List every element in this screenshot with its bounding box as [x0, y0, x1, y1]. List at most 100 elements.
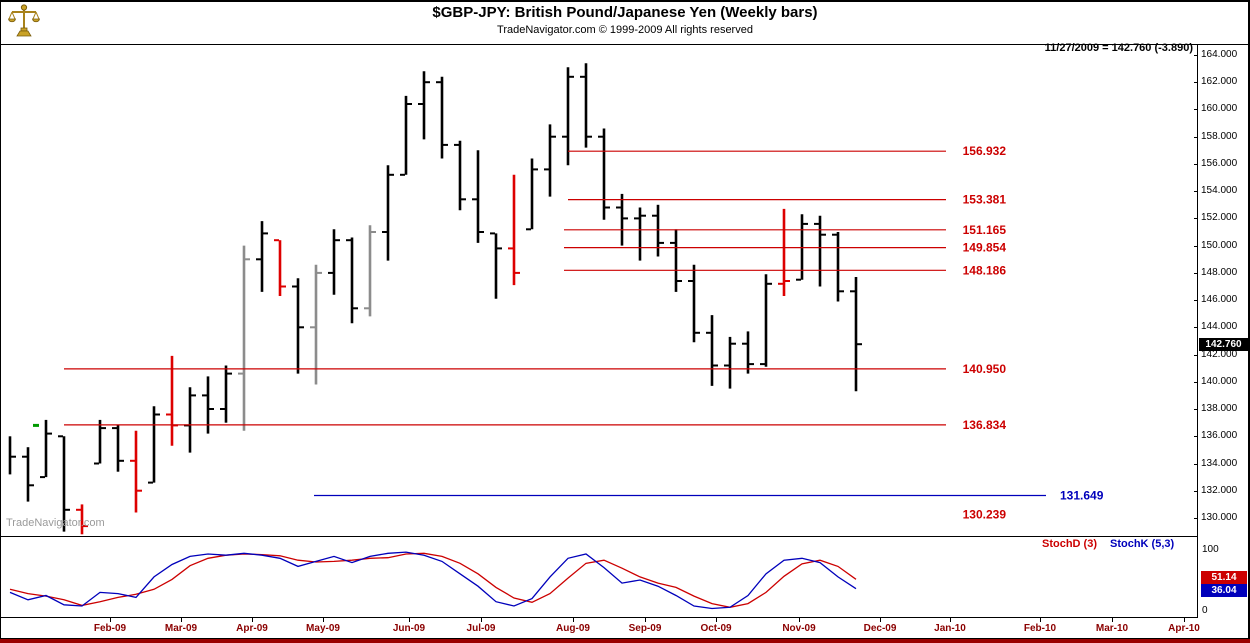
stochd-current-value: 51.14: [1201, 571, 1247, 584]
stochd-legend[interactable]: StochD (3): [1042, 538, 1097, 550]
price-axis-label: 158.000: [1201, 130, 1238, 142]
price-axis-label: 138.000: [1201, 403, 1238, 415]
price-axis-label: 148.000: [1201, 266, 1238, 278]
month-label: Oct-09: [700, 623, 732, 634]
price-axis-tick: [1194, 245, 1198, 247]
month-label: May-09: [306, 623, 340, 634]
stoch-axis-line: [0, 617, 1198, 618]
price-level-label: 130.239: [963, 508, 1007, 522]
price-axis-label: 152.000: [1201, 212, 1238, 224]
price-axis-tick: [1194, 381, 1198, 383]
price-axis-tick: [1194, 136, 1198, 138]
stochk-current-value: 36.04: [1201, 584, 1247, 597]
bottom-red-strip: [0, 639, 1250, 643]
header-divider: [0, 44, 1250, 45]
chart-title: $GBP-JPY: British Pound/Japanese Yen (We…: [432, 4, 818, 21]
price-axis-tick: [1194, 409, 1198, 411]
price-axis-tick: [1194, 82, 1198, 84]
price-axis-label: 156.000: [1201, 157, 1238, 169]
price-level-label: 149.854: [963, 241, 1007, 255]
right-border: [1248, 0, 1250, 643]
stoch-line: [9, 552, 857, 608]
price-axis-tick: [1194, 109, 1198, 111]
month-tick: [409, 618, 410, 622]
left-border: [0, 0, 1, 643]
price-axis-tick: [1194, 463, 1198, 465]
month-label: Feb-10: [1023, 623, 1057, 634]
price-axis-tick: [1194, 327, 1198, 329]
price-axis-label: 162.000: [1201, 76, 1238, 88]
month-label: Dec-09: [863, 623, 897, 634]
last-price-badge: 142.760: [1199, 338, 1248, 351]
month-tick: [880, 618, 881, 622]
chart-subtitle: TradeNavigator.com © 1999-2009 All right…: [497, 24, 753, 36]
month-tick: [573, 618, 574, 622]
last-bar-annotation: 11/27/2009 = 142.760 (-3.890): [1044, 42, 1193, 54]
panel-divider: [0, 536, 1198, 537]
price-axis-label: 130.000: [1201, 511, 1238, 523]
bottom-border: [0, 638, 1250, 639]
month-label: Feb-09: [93, 623, 127, 634]
month-tick: [1040, 618, 1041, 622]
stochastic-panel-canvas[interactable]: [0, 537, 1198, 618]
month-tick: [323, 618, 324, 622]
month-label: Mar-10: [1095, 623, 1129, 634]
month-tick: [799, 618, 800, 622]
price-level-label: 140.950: [963, 362, 1007, 376]
month-tick: [645, 618, 646, 622]
price-axis-label: 144.000: [1201, 321, 1238, 333]
price-axis-tick: [1194, 300, 1198, 302]
price-axis-tick: [1194, 163, 1198, 165]
price-axis-tick: [1194, 55, 1198, 56]
price-level-label: 148.186: [963, 263, 1007, 277]
price-axis-label: 150.000: [1201, 239, 1238, 251]
month-label: Nov-09: [782, 623, 816, 634]
month-label: Apr-09: [236, 623, 268, 634]
stoch-axis-0: 0: [1202, 605, 1208, 616]
month-tick: [716, 618, 717, 622]
price-axis-label: 146.000: [1201, 294, 1238, 306]
price-axis-tick: [1194, 436, 1198, 438]
price-chart-canvas[interactable]: 156.932 153.381 151.165 149.854 148.186 140.9…: [0, 45, 1198, 537]
month-tick: [181, 618, 182, 622]
month-label: Mar-09: [164, 623, 198, 634]
price-axis-label: 142.000: [1201, 348, 1238, 360]
price-axis-tick: [1194, 490, 1198, 492]
axis-divider: [1197, 44, 1198, 618]
month-tick: [110, 618, 111, 622]
month-label: Jun-09: [392, 623, 426, 634]
price-axis-tick: [1194, 191, 1198, 193]
scales-logo-icon: [8, 4, 40, 37]
price-axis-label: 160.000: [1201, 103, 1238, 115]
price-axis-label: 132.000: [1201, 484, 1238, 496]
price-axis-label: 136.000: [1201, 430, 1238, 442]
price-axis-label: 164.000: [1201, 49, 1238, 60]
month-label: Jul-09: [466, 623, 496, 634]
price-axis-tick: [1194, 272, 1198, 274]
price-level-label: 153.381: [963, 193, 1007, 207]
month-tick: [950, 618, 951, 622]
month-tick: [1112, 618, 1113, 622]
price-level-label: 156.932: [963, 144, 1007, 158]
price-axis-tick: [1194, 354, 1198, 356]
price-level-label: 151.165: [963, 223, 1007, 237]
price-level-label: 136.834: [963, 418, 1007, 432]
month-label: Apr-10: [1168, 623, 1200, 634]
price-axis-label: 134.000: [1201, 457, 1238, 469]
month-label: Jan-10: [934, 623, 966, 634]
price-axis-tick: [1194, 517, 1198, 519]
price-axis-tick: [1194, 218, 1198, 220]
top-border: [0, 0, 1250, 2]
green-marker: [33, 423, 39, 427]
stoch-axis-100: 100: [1202, 544, 1219, 555]
month-tick: [252, 618, 253, 622]
month-tick: [481, 618, 482, 622]
price-level-label: 131.649: [1060, 489, 1104, 503]
month-label: Aug-09: [556, 623, 590, 634]
stoch-line: [9, 551, 857, 610]
month-tick: [1184, 618, 1185, 622]
price-axis-label: 154.000: [1201, 185, 1238, 197]
stochk-legend[interactable]: StochK (5,3): [1110, 538, 1175, 550]
watermark: TradeNavigator.com: [6, 517, 105, 529]
